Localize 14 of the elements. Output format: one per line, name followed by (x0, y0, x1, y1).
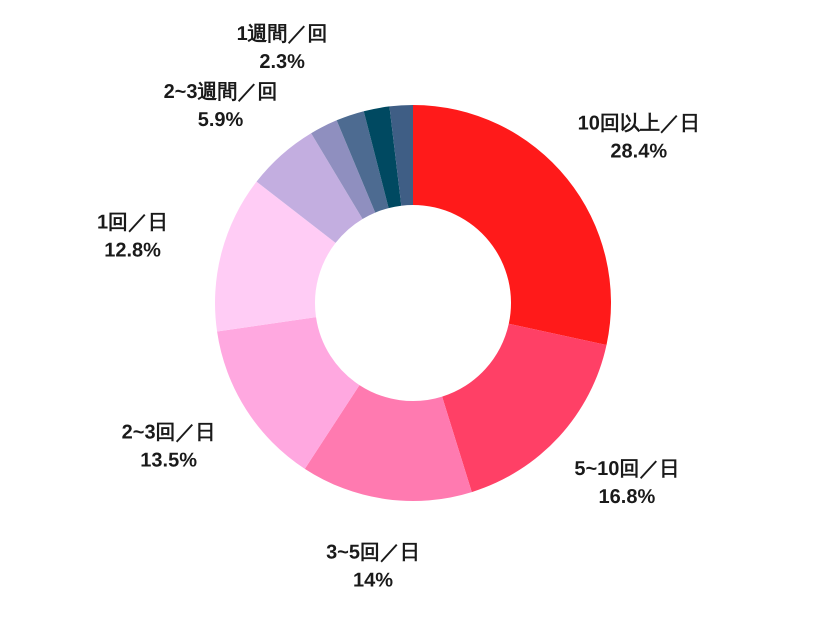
data-label: 13.5% (140, 450, 198, 472)
slice-label: 2~3回／日 (122, 422, 216, 444)
slice-label: 3~5回／日 (326, 541, 420, 564)
data-label: 16.8% (598, 486, 656, 508)
data-label: 5.9% (198, 108, 244, 131)
slice-label: 5~10回／日 (574, 458, 680, 480)
data-label: 28.4% (610, 140, 668, 163)
slice-label: 10回以上／日 (578, 112, 700, 135)
data-label: 14% (353, 569, 394, 592)
data-label: 12.8% (104, 239, 162, 262)
data-label: 2.3% (259, 50, 306, 73)
slice-label: 2~3週間／回 (164, 80, 278, 103)
slice-label: 1回／日 (97, 211, 168, 234)
slice-label: 1週間／回 (236, 22, 328, 45)
